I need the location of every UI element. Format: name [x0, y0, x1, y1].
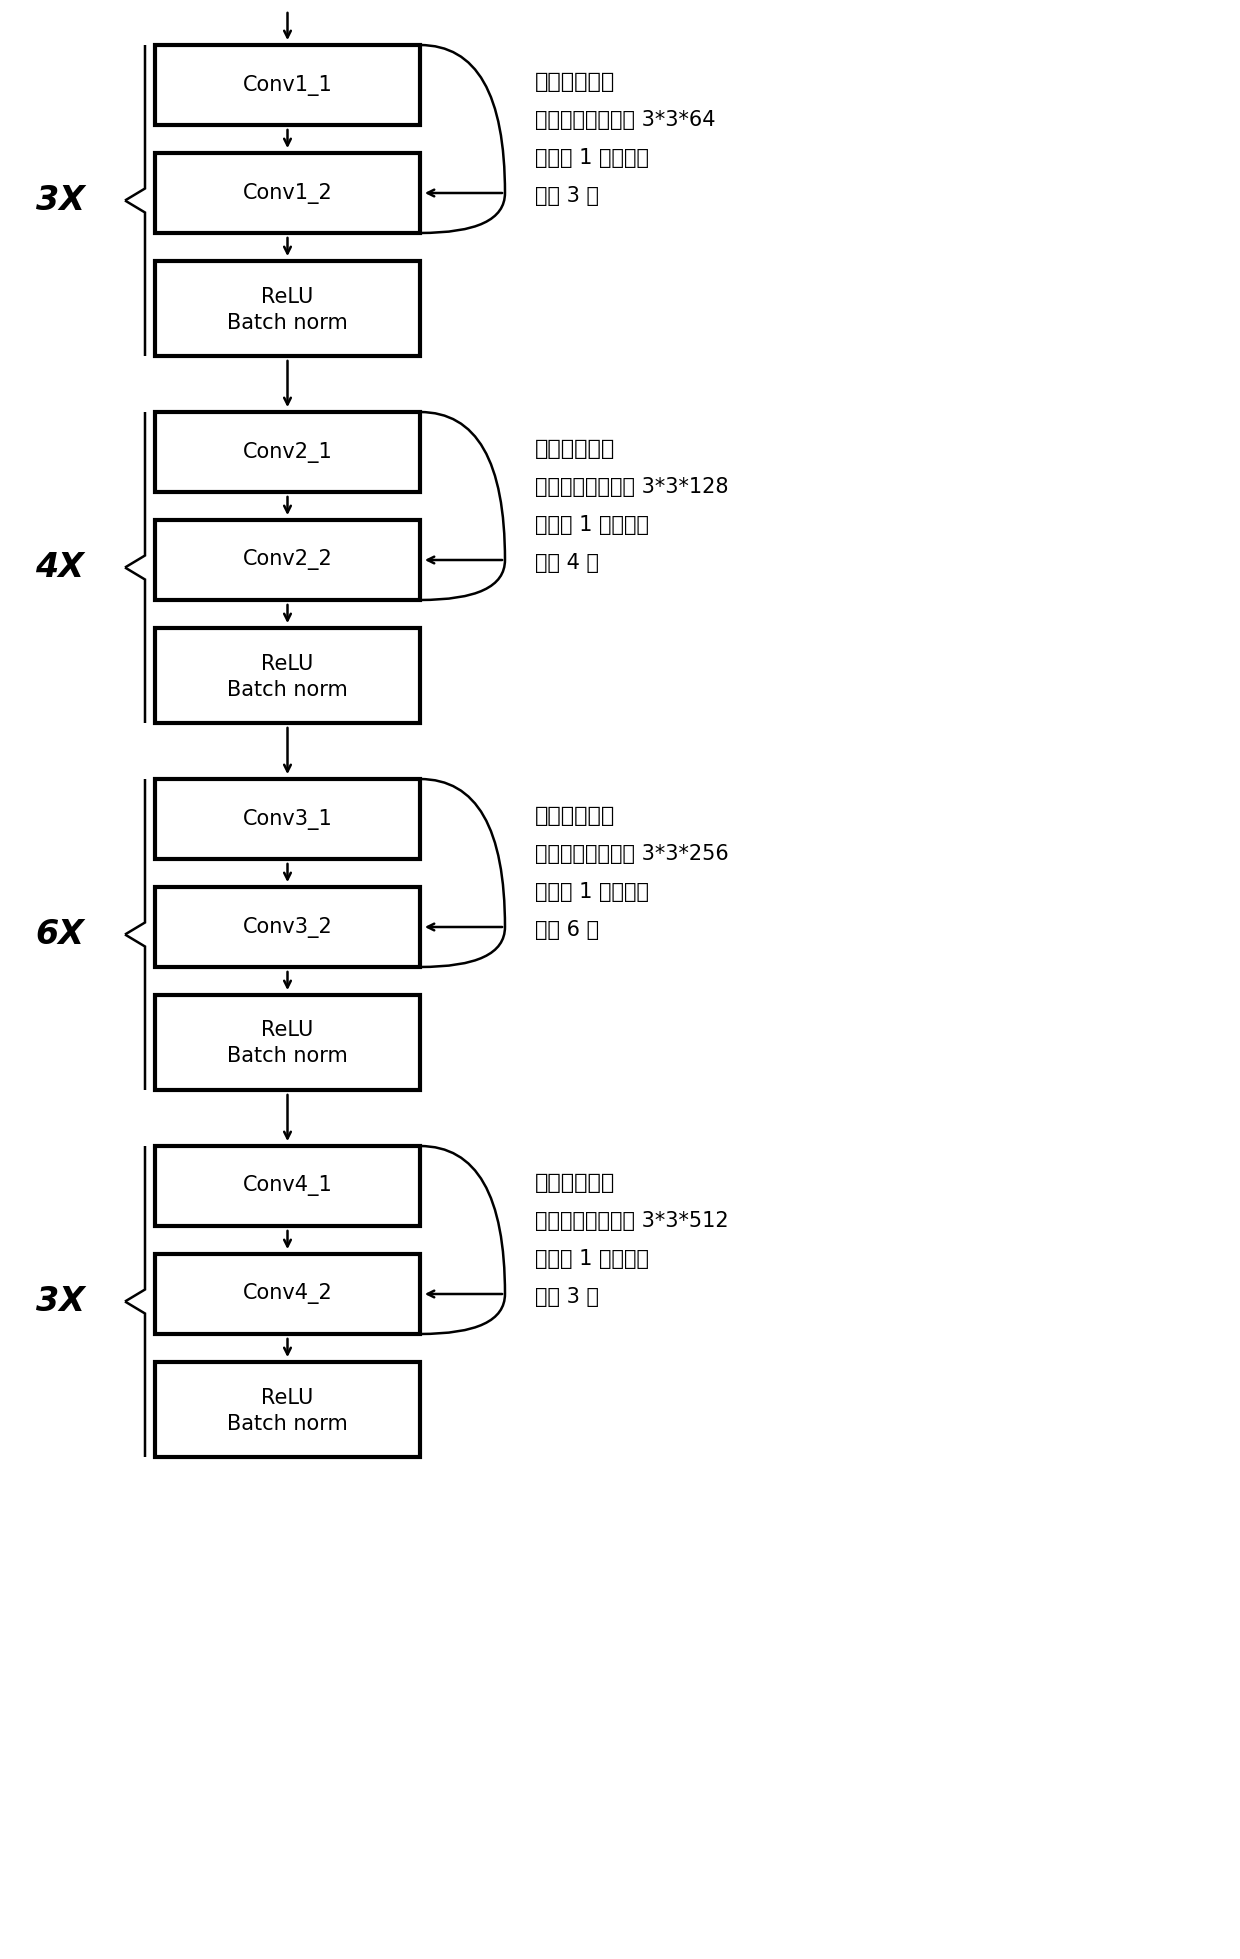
- Bar: [155, 1146, 420, 1226]
- Text: ReLU: ReLU: [262, 1387, 314, 1407]
- Text: 3X: 3X: [36, 1285, 84, 1318]
- Text: Batch norm: Batch norm: [227, 680, 348, 699]
- Text: Batch norm: Batch norm: [227, 1414, 348, 1434]
- Text: 第二组卷积层: 第二组卷积层: [534, 439, 615, 458]
- Text: Conv3_2: Conv3_2: [243, 917, 332, 938]
- Text: Conv4_1: Conv4_1: [243, 1175, 332, 1197]
- Text: 步长为 1 的卷积层: 步长为 1 的卷积层: [534, 882, 649, 901]
- Text: Conv2_2: Conv2_2: [243, 550, 332, 570]
- Text: Conv4_2: Conv4_2: [243, 1283, 332, 1305]
- Text: 步长为 1 的卷积层: 步长为 1 的卷积层: [534, 1250, 649, 1269]
- Bar: [155, 519, 420, 599]
- Bar: [155, 629, 420, 723]
- Text: 两个卷积核大小为 3*3*64: 两个卷积核大小为 3*3*64: [534, 110, 715, 129]
- Text: 步长为 1 的卷积层: 步长为 1 的卷积层: [534, 515, 649, 535]
- Text: 第四组卷积层: 第四组卷积层: [534, 1173, 615, 1193]
- Bar: [155, 887, 420, 968]
- Text: ReLU: ReLU: [262, 286, 314, 306]
- Text: 重复 4 次: 重复 4 次: [534, 552, 599, 572]
- Text: 第一组卷积层: 第一组卷积层: [534, 72, 615, 92]
- Text: ReLU: ReLU: [262, 654, 314, 674]
- Text: 重复 3 次: 重复 3 次: [534, 186, 599, 206]
- Text: Conv2_1: Conv2_1: [243, 441, 332, 462]
- Text: 6X: 6X: [36, 919, 84, 950]
- Bar: [155, 411, 420, 492]
- Text: Batch norm: Batch norm: [227, 313, 348, 333]
- Text: 步长为 1 的卷积层: 步长为 1 的卷积层: [534, 149, 649, 168]
- Text: 4X: 4X: [36, 550, 84, 584]
- Text: Conv3_1: Conv3_1: [243, 809, 332, 829]
- Text: 两个卷积核大小为 3*3*256: 两个卷积核大小为 3*3*256: [534, 844, 729, 864]
- Text: 3X: 3X: [36, 184, 84, 217]
- Text: 两个卷积核大小为 3*3*512: 两个卷积核大小为 3*3*512: [534, 1211, 729, 1230]
- Text: Batch norm: Batch norm: [227, 1046, 348, 1066]
- Text: Conv1_2: Conv1_2: [243, 182, 332, 204]
- Bar: [155, 995, 420, 1089]
- Text: ReLU: ReLU: [262, 1021, 314, 1040]
- Bar: [155, 261, 420, 357]
- Bar: [155, 1362, 420, 1457]
- Bar: [155, 45, 420, 125]
- Text: Conv1_1: Conv1_1: [243, 74, 332, 96]
- Text: 第三组卷积层: 第三组卷积层: [534, 805, 615, 827]
- Bar: [155, 153, 420, 233]
- Bar: [155, 1254, 420, 1334]
- Text: 两个卷积核大小为 3*3*128: 两个卷积核大小为 3*3*128: [534, 476, 729, 498]
- Bar: [155, 780, 420, 858]
- Text: 重复 3 次: 重复 3 次: [534, 1287, 599, 1307]
- Text: 重复 6 次: 重复 6 次: [534, 921, 599, 940]
